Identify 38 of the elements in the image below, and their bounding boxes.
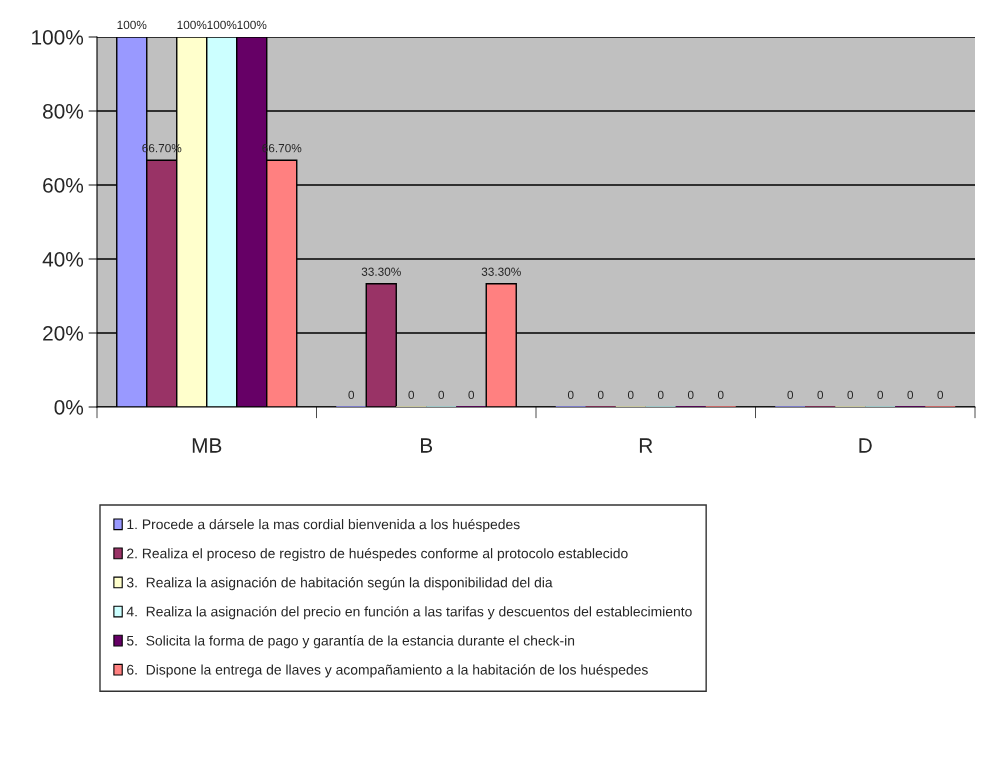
data-label: 0	[468, 390, 475, 400]
x-tick-label: D	[859, 438, 872, 453]
data-label: 0	[817, 390, 824, 400]
legend-label: 5. Solicita la forma de pago y garantía de la estancia durante el check-in	[126, 635, 575, 649]
data-label: 0	[847, 390, 854, 400]
y-tick-label: 40%	[42, 252, 84, 267]
data-label: 0	[408, 390, 415, 400]
x-tick-label: R	[639, 438, 653, 453]
data-label: 0	[937, 390, 944, 400]
data-label: 0	[717, 390, 724, 400]
data-label: 100%	[207, 20, 237, 30]
data-label: 33.30%	[481, 267, 521, 276]
data-label: 0	[627, 390, 634, 400]
y-tick-label: 100%	[32, 30, 84, 45]
data-label: 0	[438, 390, 445, 400]
data-label: 100%	[177, 20, 207, 30]
x-tick-label: B	[421, 438, 433, 453]
data-label: 0	[907, 390, 914, 400]
data-label: 0	[687, 390, 694, 400]
legend-label: 1. Procede a dársele la mas cordial bienvenida a los huéspedes	[127, 518, 520, 532]
legend-label: 3. Realiza la asignación de habitación según la disponibilidad del dia	[126, 577, 553, 591]
legend-label: 2. Realiza el proceso de registro de huéspedes conforme al protocolo establecido	[127, 547, 628, 562]
data-label: 0	[787, 390, 794, 400]
data-label: 33.30%	[361, 267, 401, 276]
y-tick-label: 60%	[43, 178, 84, 193]
data-label: 100%	[237, 20, 267, 30]
y-tick-label: 20%	[43, 326, 84, 341]
x-tick-label: MB	[192, 438, 222, 453]
data-label: 0	[877, 390, 884, 400]
data-label: 100%	[117, 20, 147, 30]
y-tick-label: 80%	[43, 104, 84, 119]
data-label: 0	[657, 390, 664, 400]
data-label: 0	[348, 390, 355, 400]
data-label: 0	[597, 390, 604, 400]
y-tick-label: 0%	[54, 400, 84, 415]
legend-label: 6. Dispone la entrega de llaves y acompañamiento a la habitación de los huéspedes	[127, 664, 648, 678]
legend-label: 4. Realiza la asignación del precio en función a las tarifas y descuentos del establecimiento	[126, 606, 692, 620]
data-label: 0	[567, 390, 574, 400]
